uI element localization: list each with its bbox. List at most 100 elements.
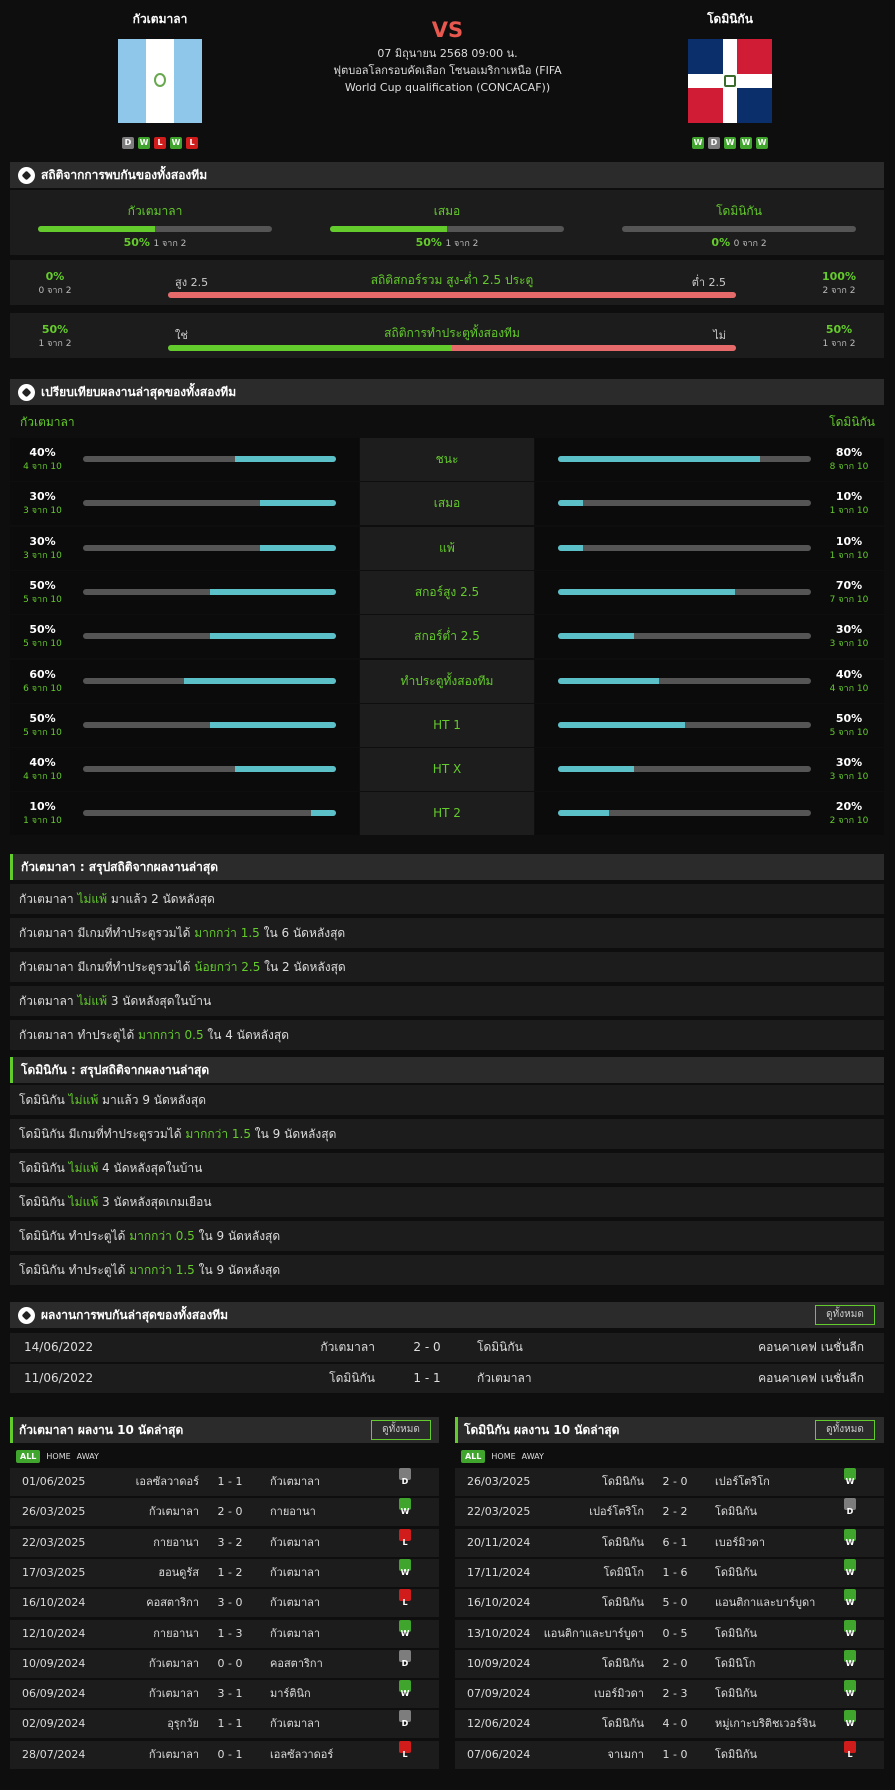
recent-match-row[interactable]: 17/11/2024 โดมินิโก 1 - 6 โดมินิกัน W	[455, 1558, 884, 1587]
h2h-away-team[interactable]: โดมินิกัน	[477, 1340, 523, 1354]
tab-home[interactable]: HOME	[46, 1451, 71, 1461]
recent-match-row[interactable]: 17/03/2025 ฮอนดูรัส 1 - 2 กัวเตมาลา W	[10, 1558, 439, 1587]
summary-row: กัวเตมาลา ไม่แพ้ 3 นัดหลังสุดในบ้าน	[10, 986, 884, 1016]
recent-home-team[interactable]: เอลซัลวาดอร์	[135, 1475, 199, 1488]
summary-text: โดมินิกัน มีเกมที่ทำประตูรวมได้	[19, 1127, 186, 1141]
compare-home-of: 5 จาก 10	[23, 594, 62, 605]
recent-match-row[interactable]: 12/06/2024 โดมินิกัน 4 - 0 หมู่เกาะบริติชเว…	[455, 1710, 884, 1739]
recent-away-team[interactable]: กัวเตมาลา	[270, 1475, 321, 1488]
h2h-view-all-button[interactable]: ดูทั้งหมด	[815, 1305, 875, 1325]
recent-home-team[interactable]: กัวเตมาลา	[148, 1505, 199, 1519]
recent-match-row[interactable]: 07/09/2024 เบอร์มิวดา 2 - 3 โดมินิกัน W	[455, 1680, 884, 1709]
result-badge: W	[844, 1619, 856, 1638]
summary-highlight: มากกว่า 1.5	[129, 1263, 195, 1277]
h2h-away-team[interactable]: กัวเตมาลา	[477, 1371, 532, 1385]
recent-home-team[interactable]: โดมินิกัน	[601, 1717, 644, 1731]
away-team-name[interactable]: โดมินิกัน	[707, 12, 753, 26]
recent-match-row[interactable]: 12/10/2024 กายอานา 1 - 3 กัวเตมาลา W	[10, 1619, 439, 1648]
recent-home-team[interactable]: โดมินิกัน	[601, 1535, 644, 1549]
recent-match-row[interactable]: 16/10/2024 คอสตาริกา 3 - 0 กัวเตมาลา L	[10, 1589, 439, 1618]
recent-away-team[interactable]: กัวเตมาลา	[270, 1596, 321, 1610]
recent-away-team[interactable]: กายอานา	[270, 1505, 316, 1519]
recent-home-team[interactable]: โดมินิกัน	[601, 1596, 644, 1610]
recent-match-row[interactable]: 20/11/2024 โดมินิกัน 6 - 1 เบอร์มิวดา W	[455, 1528, 884, 1557]
tab-all[interactable]: ALL	[461, 1449, 486, 1463]
recent-home-team[interactable]: กายอานา	[153, 1626, 199, 1640]
recent-home-team[interactable]: คอสตาริกา	[146, 1596, 199, 1610]
h2h-home-team[interactable]: กัวเตมาลา	[320, 1340, 375, 1354]
recent-match-row[interactable]: 22/03/2025 เปอร์โตริโก 2 - 2 โดมินิกัน D	[455, 1498, 884, 1527]
recent-away-team[interactable]: กัวเตมาลา	[270, 1626, 321, 1640]
competition-name[interactable]: ฟุตบอลโลกรอบคัดเลือก โซนอเมริกาเหนือ (FI…	[333, 64, 562, 94]
recent-home-team[interactable]: โดมินิกัน	[601, 1656, 644, 1670]
recent-home-team[interactable]: กายอานา	[153, 1535, 199, 1549]
recent-match-row[interactable]: 06/09/2024 กัวเตมาลา 3 - 1 มาร์ตินิก W	[10, 1680, 439, 1709]
home-team-name[interactable]: กัวเตมาลา	[132, 12, 188, 26]
recent-match-row[interactable]: 07/06/2024 จาเมกา 1 - 0 โดมินิกัน L	[455, 1740, 884, 1769]
compare-away-pct: 40%	[835, 667, 863, 681]
recent-home-team[interactable]: โดมินิกัน	[601, 1475, 644, 1488]
recent-away-team[interactable]: เบอร์มิวดา	[715, 1535, 766, 1549]
recent-home-team[interactable]: อุรุกวัย	[167, 1717, 199, 1731]
recent-away-team[interactable]: โดมินิกัน	[715, 1747, 758, 1761]
recent-match-row[interactable]: 28/07/2024 กัวเตมาลา 0 - 1 เอลซัลวาดอร์ L	[10, 1740, 439, 1769]
compare-stat-label: สกอร์สูง 2.5	[360, 570, 534, 614]
recent-away-team[interactable]: แอนติกาและบาร์บูดา	[715, 1596, 816, 1610]
recent-date: 12/06/2024	[467, 1717, 531, 1731]
recent-away-team[interactable]: เอลซัลวาดอร์	[270, 1747, 334, 1761]
recent-away-team[interactable]: โดมินิกัน	[715, 1626, 758, 1640]
h2h-away-col: โดมินิกัน 0% 0 จาก 2	[622, 202, 856, 250]
recent-match-row[interactable]: 10/09/2024 โดมินิกัน 2 - 0 โดมินิโก W	[455, 1649, 884, 1678]
recent-home-team[interactable]: ฮอนดูรัส	[158, 1565, 199, 1579]
tab-away[interactable]: AWAY	[521, 1451, 544, 1461]
recent-away-team[interactable]: โดมินิกัน	[715, 1505, 758, 1519]
compare-away-pct: 10%	[835, 490, 863, 504]
h2h-result-row[interactable]: 14/06/2022 กัวเตมาลา 2 - 0 โดมินิกัน คอนคาเค…	[10, 1333, 884, 1362]
recent-away-team[interactable]: มาร์ตินิก	[270, 1687, 311, 1701]
recent-home-team[interactable]: กัวเตมาลา	[148, 1687, 199, 1701]
recent-away-team[interactable]: โดมินิกัน	[715, 1687, 758, 1701]
recent-home-team[interactable]: แอนติกาและบาร์บูดา	[543, 1626, 644, 1640]
recent-home-team[interactable]: เปอร์โตริโก	[589, 1505, 644, 1519]
recent-away-team[interactable]: คอสตาริกา	[270, 1656, 323, 1670]
h2h-result-row[interactable]: 11/06/2022 โดมินิกัน 1 - 1 กัวเตมาลา คอนคาเค…	[10, 1364, 884, 1393]
recent-match-row[interactable]: 22/03/2025 กายอานา 3 - 2 กัวเตมาลา L	[10, 1528, 439, 1557]
recent-match-row[interactable]: 13/10/2024 แอนติกาและบาร์บูดา 0 - 5 โดมินิก…	[455, 1619, 884, 1648]
recent-away-team[interactable]: โดมินิโก	[715, 1656, 756, 1670]
recent-away-team[interactable]: กัวเตมาลา	[270, 1565, 321, 1579]
recent-home-team[interactable]: โดมินิโก	[603, 1565, 644, 1579]
recent-match-row[interactable]: 02/09/2024 อุรุกวัย 1 - 1 กัวเตมาลา D	[10, 1710, 439, 1739]
away-recent-view-all-button[interactable]: ดูทั้งหมด	[815, 1420, 875, 1440]
h2h-competition[interactable]: คอนคาเคฟ เนชั่นลีก	[758, 1371, 864, 1385]
tab-away[interactable]: AWAY	[76, 1451, 99, 1461]
guatemala-flag-icon	[118, 39, 202, 123]
recent-away-team[interactable]: โดมินิกัน	[715, 1565, 758, 1579]
recent-match-row[interactable]: 26/03/2025 กัวเตมาลา 2 - 0 กายอานา W	[10, 1498, 439, 1527]
home-summary-header: กัวเตมาลา : สรุปสถิติจากผลงานล่าสุด	[10, 854, 884, 880]
recent-match-row[interactable]: 01/06/2025 เอลซัลวาดอร์ 1 - 1 กัวเตมาลา D	[10, 1468, 439, 1496]
recent-home-team[interactable]: จาเมกา	[607, 1747, 644, 1761]
recent-home-team[interactable]: เบอร์มิวดา	[593, 1687, 644, 1701]
h2h-competition[interactable]: คอนคาเคฟ เนชั่นลีก	[758, 1340, 864, 1354]
recent-away-team[interactable]: เปอร์โตริโก	[715, 1475, 770, 1488]
recent-home-team[interactable]: กัวเตมาลา	[148, 1656, 199, 1670]
recent-match-row[interactable]: 10/09/2024 กัวเตมาลา 0 - 0 คอสตาริกา D	[10, 1649, 439, 1678]
compare-away-bar-fill	[558, 588, 736, 595]
compare-home-cell: 40% 4 จาก 10	[10, 438, 359, 481]
recent-away-team[interactable]: กัวเตมาลา	[270, 1717, 321, 1731]
recent-match-row[interactable]: 16/10/2024 โดมินิกัน 5 - 0 แอนติกาและบาร์บู…	[455, 1589, 884, 1618]
h2h-home-team[interactable]: โดมินิกัน	[329, 1371, 375, 1385]
recent-match-row[interactable]: 26/03/2025 โดมินิกัน 2 - 0 เปอร์โตริโก W	[455, 1468, 884, 1496]
home-recent-view-all-button[interactable]: ดูทั้งหมด	[371, 1420, 431, 1440]
recent-away-team[interactable]: หมู่เกาะบริติชเวอร์จิน	[715, 1717, 816, 1731]
recent-score: 2 - 0	[217, 1505, 243, 1519]
away-form-badge: W	[756, 137, 768, 149]
recent-date: 12/10/2024	[22, 1626, 86, 1640]
tab-home[interactable]: HOME	[491, 1451, 516, 1461]
recent-home-team[interactable]: กัวเตมาลา	[148, 1747, 199, 1761]
recent-away-team[interactable]: กัวเตมาลา	[270, 1535, 321, 1549]
result-badge: W	[844, 1649, 856, 1668]
tab-all[interactable]: ALL	[16, 1449, 41, 1463]
